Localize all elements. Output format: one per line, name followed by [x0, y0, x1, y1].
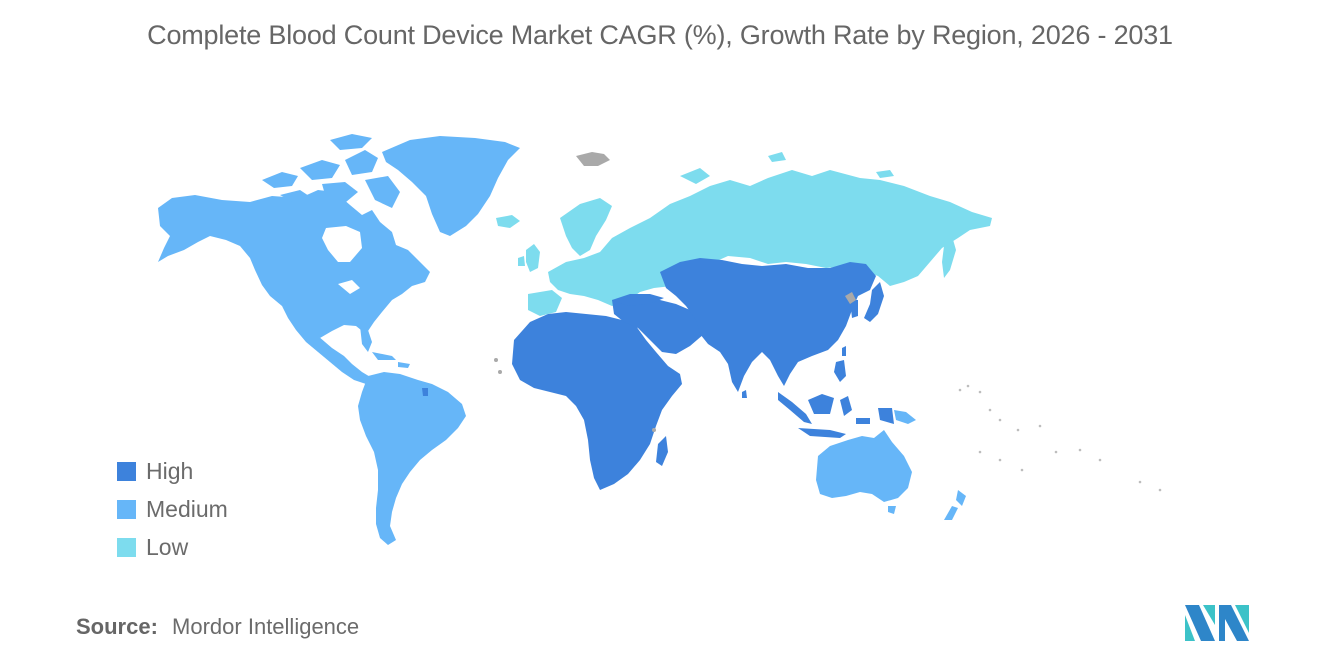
legend-item-medium: Medium — [117, 490, 228, 528]
chart-title: Complete Blood Count Device Market CAGR … — [147, 20, 1173, 50]
region-greenland — [382, 136, 520, 236]
source-label: Source: — [76, 614, 158, 639]
legend: High Medium Low — [117, 452, 228, 566]
legend-label: Low — [146, 533, 189, 560]
legend-item-high: High — [117, 452, 228, 490]
source-value: Mordor Intelligence — [172, 614, 360, 639]
mordor-intelligence-logo-icon — [1185, 605, 1249, 641]
legend-label: High — [146, 457, 194, 484]
water-bodies — [322, 226, 362, 294]
legend-swatch-low — [117, 537, 136, 557]
source-line: Source: Mordor Intelligence — [76, 614, 359, 640]
region-french-guiana — [422, 388, 428, 396]
region-north-america — [158, 134, 430, 384]
legend-item-low: Low — [117, 528, 228, 566]
region-europe-russia — [496, 152, 992, 316]
region-south-america — [358, 372, 466, 545]
region-oceania — [816, 410, 966, 520]
pacific-islands — [958, 384, 1162, 492]
legend-label: Medium — [146, 495, 228, 522]
region-africa-asia — [512, 258, 894, 490]
legend-swatch-medium — [117, 499, 136, 519]
region-no-data — [494, 152, 856, 432]
legend-swatch-high — [117, 461, 136, 481]
